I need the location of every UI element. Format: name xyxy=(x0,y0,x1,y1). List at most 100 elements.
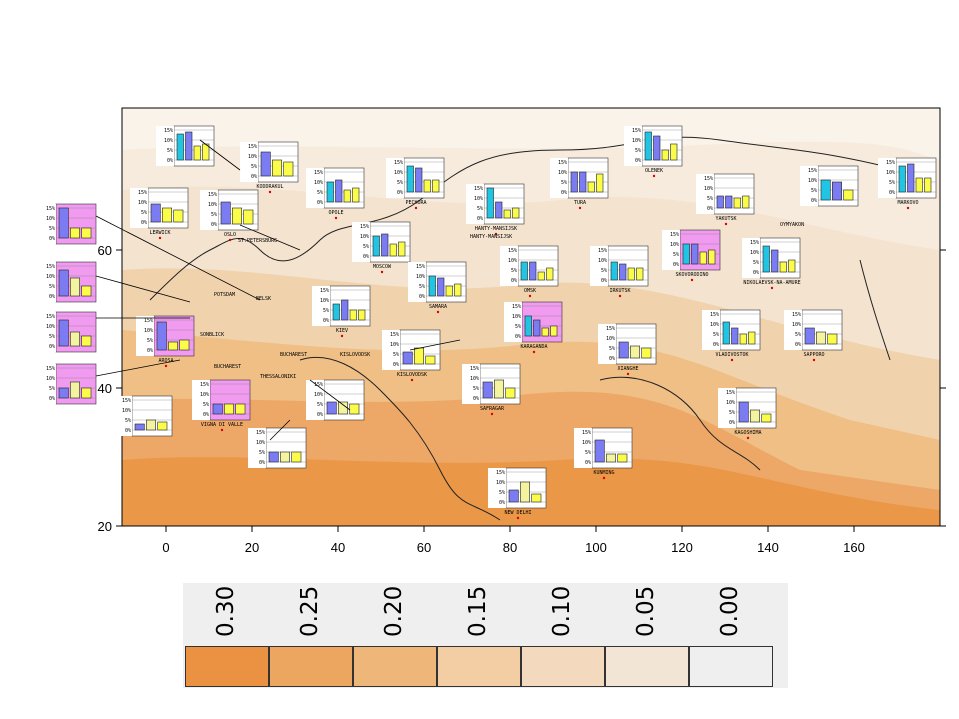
station-bar xyxy=(739,333,747,345)
chart-tick: 15% xyxy=(46,206,55,212)
chart-tick: 5% xyxy=(609,346,615,352)
station-chart: 15% 10% 5% 0% VIGNA DI VALLE xyxy=(192,379,251,432)
chart-tick: 0% xyxy=(515,334,521,340)
station-bar xyxy=(335,179,343,203)
station-bar xyxy=(750,409,760,423)
station-bar xyxy=(524,315,532,337)
city-label: IRKUTSK xyxy=(609,288,630,294)
station-bar xyxy=(827,333,838,345)
x-tick-label: 140 xyxy=(757,540,779,555)
city-label: AROSA xyxy=(158,358,173,364)
station-chart: 15% 10% 5% 0% OSLO xyxy=(200,189,259,242)
chart-tick: 0% xyxy=(49,294,55,300)
station-bar xyxy=(445,285,453,297)
station-bar xyxy=(653,135,661,161)
chart-tick: 0% xyxy=(811,198,817,204)
station-bar xyxy=(820,179,831,201)
station-bar xyxy=(58,319,69,347)
station-bar xyxy=(587,181,595,193)
chart-tick: 10% xyxy=(164,138,173,144)
pointer-arrow xyxy=(239,224,301,251)
station-bar xyxy=(618,341,629,359)
station-bar xyxy=(617,453,628,463)
chart-tick: 10% xyxy=(46,216,55,222)
station-bar xyxy=(173,209,184,223)
station-bar xyxy=(425,355,436,365)
station-chart: 15% 10% 5% 0%KUNMING xyxy=(574,427,633,480)
station-chart: 15% 10% 5% 0%MARKOVO xyxy=(878,157,937,210)
pointer-arrow xyxy=(95,359,181,377)
chart-tick: 0% xyxy=(211,222,217,228)
city-label: KUNMING xyxy=(593,470,614,476)
chart-tick: 0% xyxy=(601,278,607,284)
city-label: NEW DELHI xyxy=(504,510,531,516)
legend-label: 0.20 xyxy=(381,585,407,637)
station-bar xyxy=(58,387,69,399)
city-label: OYMYAKON xyxy=(780,222,804,228)
station-chart: 15% 10% 5% 0% MOSCOW xyxy=(352,221,411,274)
chart-tick: 15% xyxy=(46,264,55,270)
chart-tick: 10% xyxy=(508,258,517,264)
chart-tick: 0% xyxy=(753,270,759,276)
chart-tick: 5% xyxy=(251,164,257,170)
chart-tick: 10% xyxy=(470,376,479,382)
city-label: THESSALONIKI xyxy=(260,374,296,380)
station-chart: 15% 10% 5% 0%SAPPORO xyxy=(784,309,843,362)
station-bar xyxy=(508,489,519,503)
chart-tick: 0% xyxy=(251,174,257,180)
station-bar xyxy=(503,209,511,219)
station-bar xyxy=(579,171,587,193)
station-bar xyxy=(168,341,178,351)
chart-tick: 15% xyxy=(144,318,153,324)
chart-tick: 5% xyxy=(753,260,759,266)
chart-tick: 0% xyxy=(49,396,55,402)
chart-tick: 5% xyxy=(473,386,479,392)
station-bar xyxy=(722,321,730,345)
station-bar xyxy=(630,345,640,359)
station-bar xyxy=(691,243,699,265)
station-bar xyxy=(733,197,741,209)
city-label: KODDRAKUL xyxy=(256,184,283,190)
station-bar xyxy=(358,309,366,321)
station-charts: 15%10%5%0%15%10%5%0%KODDRAKUL15%10%5%0%L… xyxy=(38,125,937,520)
chart-tick: 0% xyxy=(317,200,323,206)
chart-tick: 0% xyxy=(397,190,403,196)
legend-label: 0.25 xyxy=(297,585,323,637)
station-bar xyxy=(670,143,678,161)
chart-tick: 15% xyxy=(474,186,483,192)
chart-tick: 15% xyxy=(46,366,55,372)
station-bar xyxy=(70,381,80,399)
chart-tick: 5% xyxy=(147,338,153,344)
chart-tick: 5% xyxy=(49,284,55,290)
station-chart: 15% 10% 5% 0% NEW DELHI xyxy=(488,467,547,520)
chart-tick: 15% xyxy=(248,144,257,150)
chart-tick: 5% xyxy=(49,334,55,340)
chart-tick: 10% xyxy=(416,274,425,280)
station-bar xyxy=(338,401,348,415)
chart-tick: 0% xyxy=(259,460,265,466)
station-bar xyxy=(58,269,69,297)
chart-tick: 10% xyxy=(314,180,323,186)
chart-tick: 10% xyxy=(46,274,55,280)
chart-tick: 0% xyxy=(49,344,55,350)
station-chart: 15% 10% 5% 0% KISLOVODSK xyxy=(382,329,441,382)
chart-tick: 5% xyxy=(889,180,895,186)
legend-label: 0.00 xyxy=(717,585,743,637)
city-label: SKOVORODINO xyxy=(675,272,708,278)
city-label: BELSK xyxy=(256,296,271,302)
station-bar xyxy=(134,423,145,431)
chart-tick: 5% xyxy=(811,188,817,194)
chart-tick: 15% xyxy=(46,314,55,320)
pointer-arrow xyxy=(269,419,291,441)
station-chart: 15% 10% 5% 0%IRKUTSK xyxy=(590,245,649,298)
chart-tick: 15% xyxy=(320,288,329,294)
chart-tick: 10% xyxy=(360,234,369,240)
station-chart: 15% 10% 5% 0% VLADIVOSTOK xyxy=(702,309,761,362)
chart-tick: 0% xyxy=(673,262,679,268)
city-label: TURA xyxy=(574,200,586,206)
station-bar xyxy=(81,285,92,297)
station-bar xyxy=(731,327,739,345)
legend-label: 0.15 xyxy=(465,585,491,637)
station-bar xyxy=(742,195,750,209)
chart-tick: 15% xyxy=(808,168,817,174)
